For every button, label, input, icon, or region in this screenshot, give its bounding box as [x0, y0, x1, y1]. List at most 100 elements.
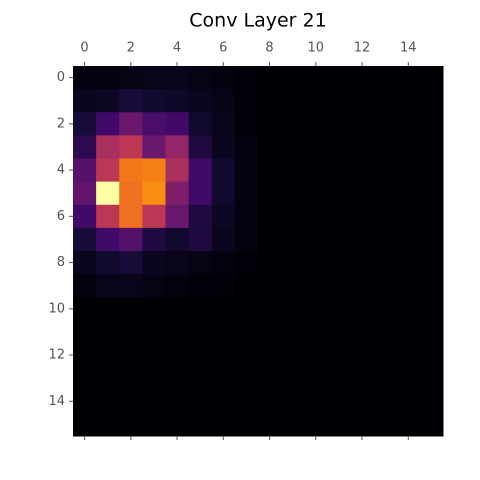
heatmap-cell — [350, 227, 375, 252]
heatmap-cell — [142, 158, 166, 183]
heatmap-cell — [142, 366, 166, 391]
heatmap-cell — [396, 297, 421, 321]
heatmap-cell — [350, 412, 375, 437]
heatmap-cell — [419, 412, 444, 437]
heatmap-cell — [96, 181, 120, 206]
heatmap-cell — [96, 343, 120, 368]
heatmap-cell — [304, 204, 328, 229]
heatmap-cell — [234, 412, 259, 437]
heatmap-cell — [211, 274, 236, 298]
heatmap-cell — [350, 89, 375, 113]
heatmap-cell — [350, 343, 375, 368]
heatmap-cell — [142, 274, 166, 298]
heatmap-cell — [327, 89, 351, 113]
x-tick-label: 10 — [308, 41, 325, 56]
heatmap-cell — [281, 389, 305, 414]
heatmap-cell — [142, 251, 166, 275]
heatmap-cell — [373, 251, 398, 275]
heatmap-cell — [165, 135, 190, 159]
heatmap-cell — [258, 251, 282, 275]
x-tick-label: 2 — [127, 41, 135, 56]
heatmap-cell — [188, 89, 213, 113]
heatmap-cell — [188, 320, 213, 344]
heatmap-cell — [211, 366, 236, 391]
heatmap-cell — [304, 158, 328, 183]
heatmap-cell — [327, 274, 351, 298]
heatmap-cell — [96, 66, 120, 90]
heatmap-cell — [304, 366, 328, 391]
heatmap-cell — [188, 389, 213, 414]
heatmap-cell — [304, 412, 328, 437]
heatmap-cell — [396, 343, 421, 368]
heatmap-cell — [396, 412, 421, 437]
heatmap-cell — [211, 158, 236, 183]
heatmap-cell — [211, 320, 236, 344]
x-tick-label: 6 — [219, 41, 227, 56]
heatmap-cell — [373, 204, 398, 229]
heatmap-cell — [373, 343, 398, 368]
heatmap-cell — [73, 158, 97, 183]
heatmap-cell — [327, 135, 351, 159]
heatmap-cell — [419, 112, 444, 136]
heatmap-cell — [281, 181, 305, 206]
heatmap-cell — [96, 389, 120, 414]
heatmap-cell — [234, 89, 259, 113]
heatmap-cell — [211, 389, 236, 414]
heatmap-cell — [281, 112, 305, 136]
heatmap-cell — [142, 227, 166, 252]
heatmap-cell — [258, 227, 282, 252]
heatmap-cell — [281, 343, 305, 368]
y-tick-label: 10 — [48, 301, 65, 316]
heatmap-cell — [258, 343, 282, 368]
heatmap-cell — [165, 412, 190, 437]
heatmap-cell — [419, 158, 444, 183]
heatmap-cell — [396, 135, 421, 159]
heatmap-cell — [304, 320, 328, 344]
heatmap-cell — [396, 181, 421, 206]
heatmap-cell — [350, 274, 375, 298]
heatmap-cell — [281, 135, 305, 159]
heatmap-cell — [142, 297, 166, 321]
heatmap-cell — [281, 89, 305, 113]
x-tick-label: 14 — [400, 41, 417, 56]
heatmap-cell — [258, 89, 282, 113]
heatmap-cell — [96, 274, 120, 298]
heatmap-cell — [281, 297, 305, 321]
heatmap-cell — [258, 181, 282, 206]
heatmap-cell — [419, 181, 444, 206]
heatmap-cell — [234, 343, 259, 368]
heatmap-cell — [281, 227, 305, 252]
heatmap-cell — [258, 366, 282, 391]
heatmap-cell — [165, 389, 190, 414]
heatmap-cell — [304, 66, 328, 90]
heatmap-cell — [73, 251, 97, 275]
heatmap-cell — [211, 412, 236, 437]
heatmap-cell — [96, 227, 120, 252]
heatmap-cell — [188, 297, 213, 321]
heatmap-cell — [211, 181, 236, 206]
heatmap-cell — [165, 320, 190, 344]
heatmap-cell — [258, 112, 282, 136]
heatmap-cell — [327, 412, 351, 437]
heatmap-cell — [119, 343, 143, 368]
heatmap-cell — [234, 112, 259, 136]
heatmap-cell — [119, 297, 143, 321]
heatmap-cell — [327, 158, 351, 183]
heatmap-cell — [165, 204, 190, 229]
heatmap-cell — [304, 389, 328, 414]
heatmap-cell — [234, 204, 259, 229]
heatmap-cell — [188, 181, 213, 206]
heatmap-cell — [304, 274, 328, 298]
heatmap-cell — [119, 412, 143, 437]
y-tick-label: 6 — [57, 209, 65, 224]
heatmap-cell — [350, 320, 375, 344]
heatmap-cell — [396, 158, 421, 183]
heatmap-cell — [327, 366, 351, 391]
heatmap-cell — [119, 274, 143, 298]
heatmap-cell — [73, 297, 97, 321]
heatmap-cell — [396, 389, 421, 414]
heatmap-cell — [119, 251, 143, 275]
heatmap-cell — [73, 135, 97, 159]
heatmap-cell — [327, 297, 351, 321]
heatmap-cell — [281, 320, 305, 344]
